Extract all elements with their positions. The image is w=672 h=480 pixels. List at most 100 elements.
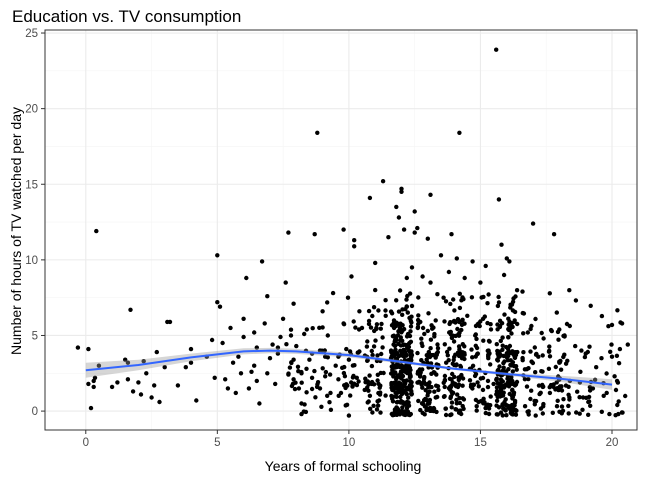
data-point <box>149 395 154 400</box>
data-point <box>374 407 380 412</box>
data-point <box>325 355 330 360</box>
data-point <box>388 348 394 353</box>
data-point <box>512 400 518 405</box>
data-point <box>228 325 233 331</box>
data-point <box>457 395 462 401</box>
data-point <box>394 412 400 417</box>
data-point <box>427 397 433 403</box>
data-point <box>341 322 347 327</box>
data-point <box>498 352 503 357</box>
data-point <box>383 393 388 398</box>
data-point <box>609 322 615 328</box>
data-point <box>424 407 429 413</box>
data-point <box>475 380 480 385</box>
data-point <box>496 294 501 300</box>
data-point <box>556 337 561 342</box>
data-point <box>447 346 452 351</box>
data-point <box>579 348 584 353</box>
data-point <box>528 396 533 402</box>
data-point <box>613 387 619 393</box>
data-point <box>459 353 464 358</box>
data-point <box>460 383 465 388</box>
data-point <box>415 317 421 323</box>
data-point <box>455 317 461 322</box>
data-point <box>551 232 557 237</box>
data-point <box>498 410 504 415</box>
data-point <box>482 314 487 319</box>
data-point <box>346 357 352 362</box>
data-point <box>396 354 401 359</box>
data-point <box>246 386 252 391</box>
data-point <box>244 275 249 281</box>
data-point <box>434 372 439 377</box>
data-point <box>375 399 380 404</box>
data-point <box>604 371 609 376</box>
data-point <box>509 321 514 326</box>
data-point <box>496 197 502 202</box>
data-point <box>319 348 325 353</box>
data-point <box>236 354 241 359</box>
data-point <box>288 333 294 338</box>
data-point <box>616 361 622 366</box>
data-point <box>443 299 449 304</box>
data-point <box>577 395 582 400</box>
data-point <box>451 339 457 344</box>
data-point <box>275 351 281 356</box>
data-point <box>520 289 525 294</box>
data-point <box>415 324 421 330</box>
data-point <box>341 370 347 376</box>
data-point <box>315 380 321 385</box>
data-point <box>428 361 434 366</box>
data-point <box>291 301 296 306</box>
data-point <box>406 395 411 400</box>
data-point <box>278 334 283 340</box>
data-point <box>396 309 402 314</box>
data-point <box>380 179 386 184</box>
data-point <box>301 409 306 414</box>
data-point <box>217 304 223 309</box>
data-point <box>573 343 578 349</box>
data-point <box>586 399 592 404</box>
data-point <box>378 390 383 395</box>
data-point <box>494 47 499 52</box>
data-point <box>587 344 592 349</box>
data-point <box>494 342 499 347</box>
data-point <box>396 321 401 327</box>
data-point <box>400 312 405 317</box>
data-point <box>447 387 453 392</box>
data-point <box>450 391 455 396</box>
data-point <box>616 411 621 417</box>
data-point <box>429 371 434 376</box>
data-point <box>612 374 617 379</box>
data-point <box>403 381 408 386</box>
chart-title: Education vs. TV consumption <box>12 7 241 26</box>
data-point <box>441 394 447 399</box>
data-point <box>356 327 362 332</box>
data-point <box>252 330 257 335</box>
data-point <box>215 300 220 305</box>
data-point <box>462 344 467 349</box>
data-point <box>540 353 545 358</box>
data-point <box>75 345 81 350</box>
data-point <box>540 384 545 390</box>
y-tick-label: 20 <box>25 104 38 116</box>
data-point <box>344 346 349 352</box>
data-point <box>393 335 399 340</box>
data-point <box>295 364 301 369</box>
data-point <box>433 395 438 400</box>
data-point <box>352 238 357 243</box>
data-point <box>556 387 561 393</box>
data-point <box>367 393 373 398</box>
data-point <box>225 386 231 391</box>
data-point <box>419 358 424 363</box>
data-point <box>501 365 506 370</box>
data-point <box>92 375 98 380</box>
data-point <box>323 369 329 375</box>
data-point <box>299 380 304 385</box>
data-point <box>476 384 481 389</box>
data-point <box>512 309 518 315</box>
data-point <box>349 380 354 385</box>
data-point <box>478 280 483 285</box>
data-point <box>608 349 613 354</box>
data-point <box>373 338 378 343</box>
